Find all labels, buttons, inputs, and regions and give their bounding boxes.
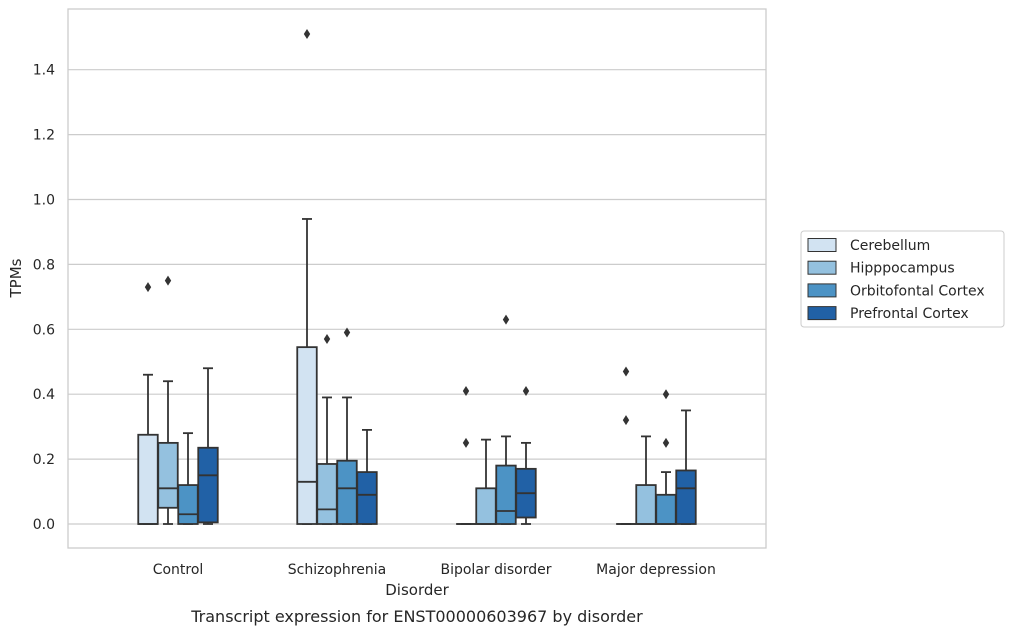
box	[296, 29, 318, 525]
outlier-point	[662, 389, 670, 400]
box-iqr	[197, 446, 219, 524]
box-iqr	[675, 469, 697, 525]
plot-frame	[67, 8, 767, 549]
outlier-point	[522, 385, 530, 396]
box-iqr	[356, 471, 378, 525]
outlier-point	[144, 282, 152, 293]
boxes	[137, 29, 697, 525]
legend-frame	[800, 230, 1005, 328]
box	[157, 275, 179, 525]
box-iqr	[655, 493, 677, 525]
plot-area	[68, 9, 766, 548]
box-iqr	[177, 484, 199, 525]
outlier-point	[622, 366, 630, 377]
figure-caption: Transcript expression for ENST0000060396…	[190, 607, 643, 626]
box	[675, 409, 697, 525]
outlier-point	[303, 29, 311, 40]
box	[655, 389, 677, 525]
x-tick-labels: Control Schizophrenia Bipolar disorder Majo…	[153, 562, 716, 578]
legend-swatch	[807, 238, 837, 252]
box-iqr	[495, 464, 517, 525]
box	[137, 282, 159, 525]
box-iqr	[137, 433, 159, 525]
y-tick-label: 1.4	[33, 63, 55, 79]
box	[177, 432, 199, 525]
x-tick-label: Bipolar disorder	[440, 562, 551, 578]
y-tick-label: 0.8	[33, 257, 55, 273]
outlier-point	[502, 314, 510, 325]
box	[336, 327, 358, 525]
box-iqr	[635, 484, 657, 525]
box-iqr	[336, 459, 358, 525]
x-tick-label: Schizophrenia	[288, 562, 386, 578]
legend-swatch	[807, 260, 837, 275]
legend-label: Hipppocampus	[850, 261, 955, 277]
legend-label: Orbitofontal Cortex	[850, 283, 985, 299]
box	[316, 334, 338, 525]
legend-swatch	[807, 306, 837, 321]
y-tick-label: 0.6	[33, 322, 55, 338]
legend-label: Prefrontal Cortex	[850, 306, 969, 322]
box	[456, 385, 476, 525]
outlier-point	[462, 385, 470, 396]
y-axis-title: TPMs	[7, 258, 25, 298]
y-tick-label: 0.0	[33, 517, 55, 533]
legend: Cerebellum Hipppocampus Orbitofontal Corte…	[800, 230, 1005, 328]
outlier-point	[462, 437, 470, 448]
outlier-point	[164, 275, 172, 286]
legend-label: Cerebellum	[850, 238, 930, 254]
outlier-point	[343, 327, 351, 338]
y-tick-label: 0.2	[33, 452, 55, 468]
legend-swatch	[807, 283, 837, 298]
box	[515, 385, 537, 525]
box	[356, 428, 378, 525]
x-axis-title: Disorder	[385, 581, 449, 599]
y-tick-label: 1.0	[33, 193, 55, 209]
box-iqr	[157, 441, 179, 509]
box-iqr	[475, 487, 497, 525]
box	[197, 367, 219, 525]
outlier-point	[662, 437, 670, 448]
y-tick-label: 1.2	[33, 128, 55, 144]
box	[616, 366, 636, 525]
x-tick-label: Major depression	[596, 562, 716, 578]
box-iqr	[316, 463, 338, 525]
x-tick-label: Control	[153, 562, 204, 578]
outlier-point	[323, 334, 331, 345]
box-iqr	[296, 346, 318, 525]
y-tick-labels: 0.0 0.2 0.4 0.6 0.8 1.0 1.2 1.4	[33, 63, 55, 533]
y-tick-label: 0.4	[33, 387, 55, 403]
outlier-point	[622, 415, 630, 426]
